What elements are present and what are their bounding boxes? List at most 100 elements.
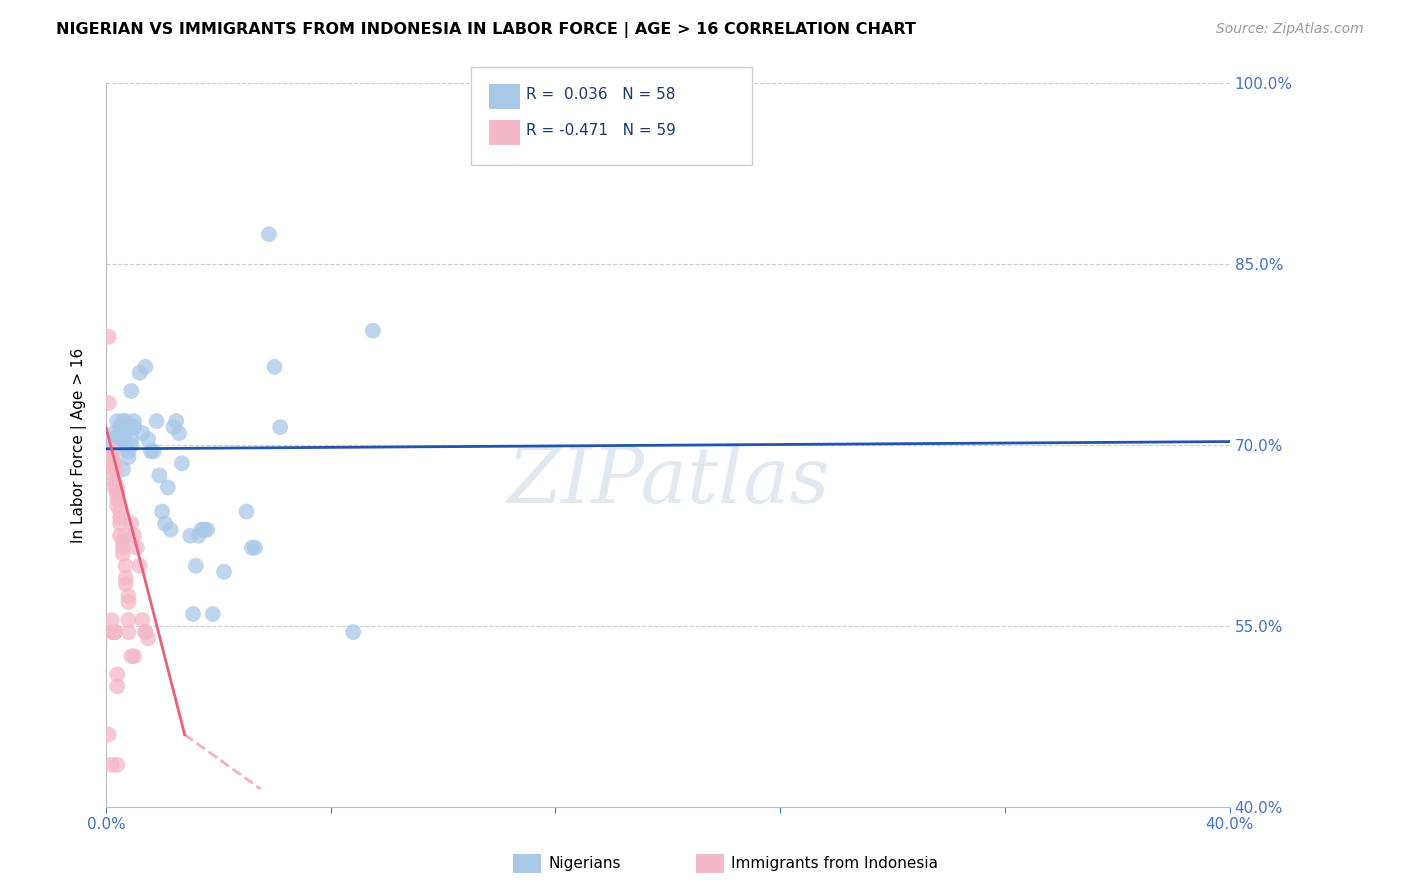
Point xyxy=(114,571,136,585)
Point xyxy=(128,366,150,380)
Point xyxy=(103,462,125,476)
Point xyxy=(122,420,145,434)
Point xyxy=(136,631,159,645)
Point xyxy=(103,480,125,494)
Text: ZIPatlas: ZIPatlas xyxy=(506,443,830,519)
Point xyxy=(257,227,280,242)
Point xyxy=(117,613,139,627)
Point xyxy=(139,444,162,458)
Point xyxy=(103,625,125,640)
Point xyxy=(108,510,131,524)
Point xyxy=(243,541,266,555)
Point xyxy=(105,679,128,693)
Point xyxy=(100,432,122,446)
Point xyxy=(97,329,120,343)
Point xyxy=(114,558,136,573)
Point xyxy=(103,456,125,470)
Point xyxy=(103,625,125,640)
Point xyxy=(125,541,148,555)
Point xyxy=(111,420,134,434)
Point xyxy=(122,414,145,428)
Point xyxy=(148,468,170,483)
Point xyxy=(179,529,201,543)
Point xyxy=(117,595,139,609)
Point xyxy=(108,420,131,434)
Point xyxy=(240,541,263,555)
Point xyxy=(100,444,122,458)
Point xyxy=(120,384,142,398)
Point xyxy=(181,607,204,621)
Point xyxy=(105,499,128,513)
Point xyxy=(100,444,122,458)
Point xyxy=(103,625,125,640)
Point xyxy=(108,426,131,441)
Point xyxy=(108,504,131,518)
Point xyxy=(103,625,125,640)
Point xyxy=(103,468,125,483)
Point xyxy=(212,565,235,579)
Point xyxy=(156,480,179,494)
Point xyxy=(114,414,136,428)
Point xyxy=(100,456,122,470)
Point xyxy=(145,414,167,428)
Point xyxy=(103,475,125,489)
Point xyxy=(105,438,128,452)
Point xyxy=(153,516,176,531)
Point xyxy=(111,462,134,476)
Point xyxy=(162,420,184,434)
Point xyxy=(131,426,153,441)
Point xyxy=(235,504,257,518)
Y-axis label: In Labor Force | Age > 16: In Labor Force | Age > 16 xyxy=(72,348,87,543)
Point xyxy=(269,420,291,434)
Point xyxy=(103,625,125,640)
Point xyxy=(111,541,134,555)
Point xyxy=(103,625,125,640)
Point xyxy=(117,450,139,465)
Point xyxy=(108,516,131,531)
Point xyxy=(128,558,150,573)
Point xyxy=(117,589,139,603)
Point xyxy=(103,456,125,470)
Point xyxy=(114,529,136,543)
Point xyxy=(120,516,142,531)
Point xyxy=(170,456,193,470)
Point xyxy=(105,492,128,507)
Point xyxy=(195,523,218,537)
Point xyxy=(103,625,125,640)
Text: Immigrants from Indonesia: Immigrants from Indonesia xyxy=(731,856,938,871)
Point xyxy=(159,523,181,537)
Point xyxy=(105,667,128,681)
Point xyxy=(142,444,165,458)
Point xyxy=(105,480,128,494)
Text: R =  0.036   N = 58: R = 0.036 N = 58 xyxy=(526,87,675,102)
Point xyxy=(111,414,134,428)
Point xyxy=(120,649,142,664)
Point xyxy=(111,534,134,549)
Point xyxy=(100,613,122,627)
Point xyxy=(111,547,134,561)
Point xyxy=(105,486,128,500)
Point xyxy=(190,523,212,537)
Text: Source: ZipAtlas.com: Source: ZipAtlas.com xyxy=(1216,22,1364,37)
Point xyxy=(100,757,122,772)
Point xyxy=(131,613,153,627)
Point xyxy=(103,426,125,441)
Point xyxy=(105,486,128,500)
Point xyxy=(184,558,207,573)
Point xyxy=(150,504,173,518)
Point xyxy=(193,523,215,537)
Point xyxy=(134,625,156,640)
Point xyxy=(103,625,125,640)
Point xyxy=(134,359,156,374)
Point xyxy=(136,432,159,446)
Point xyxy=(122,649,145,664)
Point xyxy=(263,359,285,374)
Point xyxy=(108,529,131,543)
Point xyxy=(97,728,120,742)
Point xyxy=(103,444,125,458)
Point xyxy=(114,577,136,591)
Point xyxy=(134,625,156,640)
Text: R = -0.471   N = 59: R = -0.471 N = 59 xyxy=(526,123,676,137)
Point xyxy=(167,426,190,441)
Point xyxy=(105,757,128,772)
